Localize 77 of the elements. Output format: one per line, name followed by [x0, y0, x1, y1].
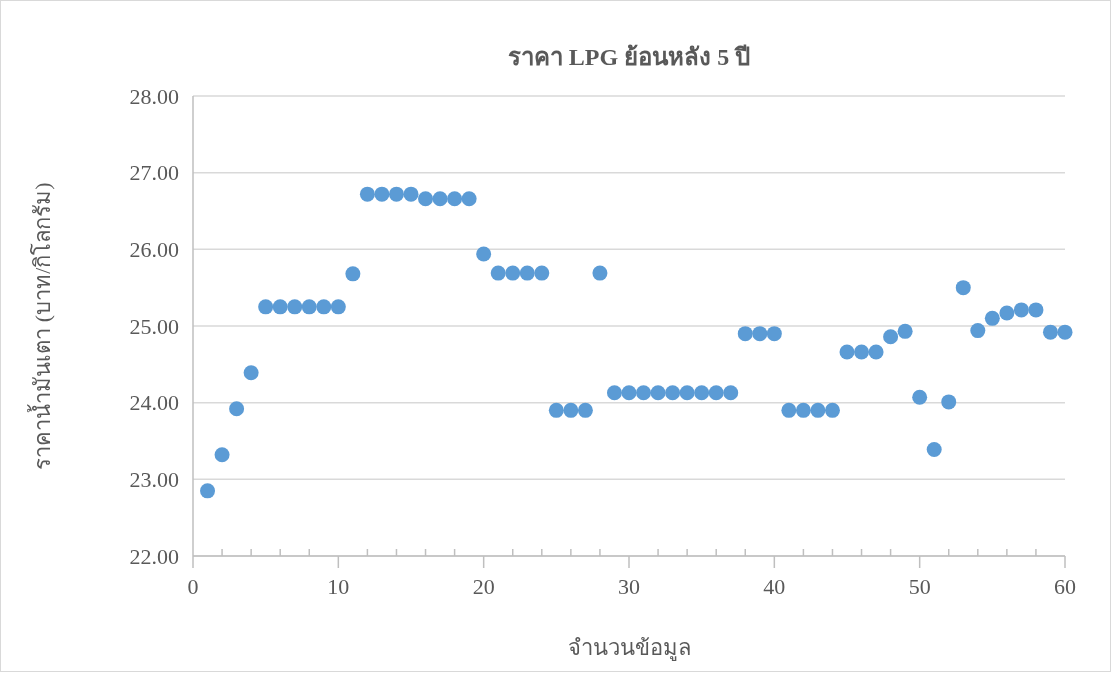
point: [926, 441, 942, 457]
point: [476, 246, 492, 262]
point: [316, 299, 332, 315]
point: [665, 385, 681, 401]
point: [287, 299, 303, 315]
point: [272, 299, 288, 315]
point: [912, 389, 928, 405]
y-tick-label: 27.00: [129, 160, 179, 186]
point: [737, 326, 753, 342]
x-axis-title: จำนวนข้อมูล: [567, 635, 691, 661]
point: [970, 323, 986, 339]
x-tick-label: 0: [187, 574, 199, 599]
point: [229, 401, 245, 417]
point: [461, 191, 477, 207]
point: [766, 326, 782, 342]
point: [214, 447, 230, 463]
point: [883, 329, 899, 345]
point: [490, 265, 506, 281]
point: [723, 385, 739, 401]
y-tick-label: 25.00: [129, 313, 179, 339]
point: [621, 385, 637, 401]
point: [955, 280, 971, 296]
x-tick-label: 30: [618, 574, 640, 599]
x-tick-label: 40: [763, 574, 786, 599]
point: [854, 344, 870, 360]
y-tick-label: 26.00: [129, 237, 179, 263]
point: [795, 402, 811, 418]
point: [563, 402, 579, 418]
point: [1057, 324, 1073, 340]
point: [418, 191, 434, 207]
point: [200, 483, 216, 499]
point: [519, 265, 535, 281]
point: [432, 191, 448, 207]
y-axis-title: ราคาน้ำมันเตา (บาท/กิโลกรัม): [27, 182, 55, 470]
point: [752, 326, 768, 342]
point: [505, 265, 521, 281]
point: [345, 266, 361, 282]
y-tick-label: 24.00: [129, 390, 179, 416]
point: [359, 186, 375, 202]
point: [839, 344, 855, 360]
x-tick-label: 10: [327, 574, 350, 599]
point: [258, 299, 274, 315]
y-tick-label: 22.00: [129, 543, 179, 569]
point: [708, 385, 724, 401]
point: [1042, 324, 1058, 340]
point: [606, 385, 622, 401]
x-tick-label: 50: [908, 574, 931, 599]
point: [374, 186, 390, 202]
point: [650, 385, 666, 401]
point: [636, 385, 652, 401]
point: [897, 323, 913, 339]
point: [534, 265, 550, 281]
point: [824, 402, 840, 418]
point: [984, 310, 1000, 326]
y-tick-label: 28.00: [129, 83, 179, 109]
point: [999, 305, 1015, 321]
y-tick-label: 23.00: [129, 467, 179, 493]
point: [243, 365, 259, 381]
point: [941, 394, 957, 410]
point: [592, 265, 608, 281]
point: [548, 402, 564, 418]
point: [1028, 302, 1044, 318]
point: [781, 402, 797, 418]
chart-title: ราคา LPG ย้อนหลัง 5 ปี: [507, 44, 751, 70]
point: [679, 385, 695, 401]
point: [330, 299, 346, 315]
point: [694, 385, 710, 401]
x-tick-label: 60: [1054, 574, 1076, 599]
point: [301, 299, 317, 315]
point: [1013, 302, 1029, 318]
x-tick-label: 20: [472, 574, 495, 599]
point: [447, 191, 463, 207]
point: [388, 186, 404, 202]
point: [577, 402, 593, 418]
point: [868, 344, 884, 360]
point: [403, 186, 419, 202]
point: [810, 402, 826, 418]
